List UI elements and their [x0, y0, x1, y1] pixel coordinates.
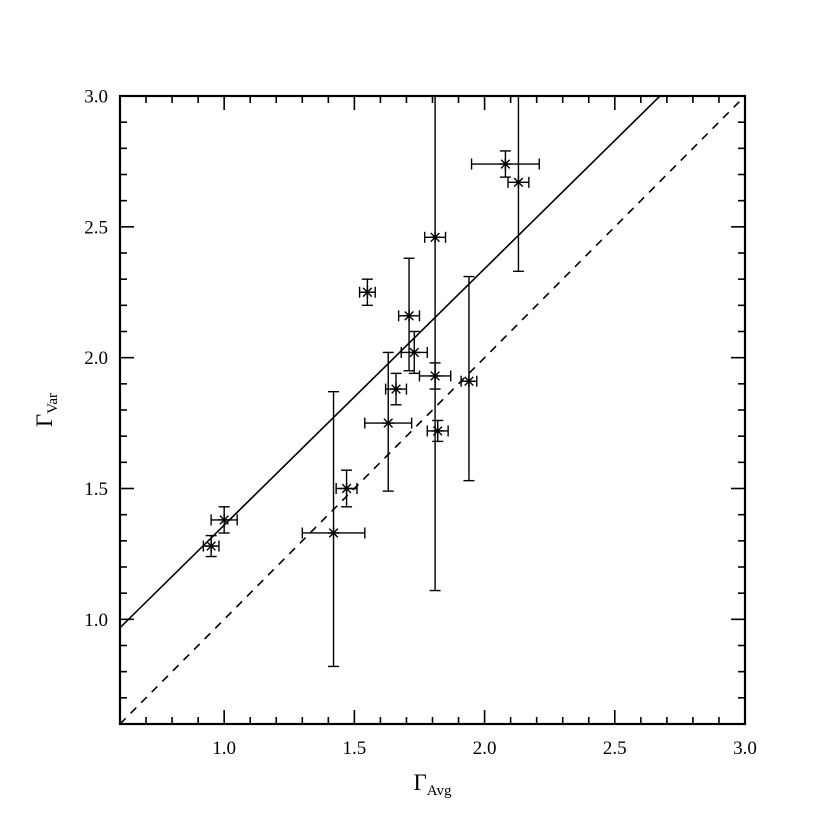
- x-tick-label: 1.5: [343, 738, 367, 759]
- y-axis-label: ΓVar: [32, 393, 61, 427]
- x-tick-label: 3.0: [733, 738, 757, 759]
- data-points: [202, 96, 540, 668]
- data-point: [364, 351, 413, 492]
- asterisk-marker: [390, 383, 403, 396]
- data-point: [397, 257, 421, 372]
- asterisk-marker: [431, 424, 444, 437]
- asterisk-marker: [512, 176, 525, 189]
- data-point: [335, 469, 358, 508]
- data-point: [470, 150, 540, 178]
- x-axis-label: ΓAvg: [413, 770, 452, 799]
- asterisk-marker: [327, 526, 340, 539]
- data-point: [507, 96, 530, 273]
- data-point: [418, 362, 452, 390]
- data-point: [202, 534, 220, 558]
- x-tick-label: 2.5: [603, 738, 627, 759]
- y-tick-label: 1.0: [84, 610, 108, 631]
- y-tick-label: 2.5: [84, 217, 108, 238]
- asterisk-marker: [382, 417, 395, 430]
- asterisk-marker: [429, 231, 442, 244]
- axis-ticks: [120, 96, 745, 724]
- asterisk-marker: [361, 286, 374, 299]
- asterisk-marker: [218, 513, 231, 526]
- reference-lines: [120, 96, 745, 724]
- data-point: [460, 275, 478, 482]
- asterisk-marker: [499, 158, 512, 171]
- one-to-one-line: [120, 96, 745, 724]
- data-point: [210, 506, 238, 534]
- asterisk-marker: [462, 375, 475, 388]
- plot-frame: [118, 94, 747, 726]
- data-point: [384, 372, 408, 406]
- data-point: [400, 330, 428, 375]
- tick-labels: 1.0 1.5 2.0 2.5 3.0 1.0 1.5 2.0 2.5 3.0: [84, 87, 757, 760]
- asterisk-marker: [403, 309, 416, 322]
- x-tick-label: 1.0: [212, 738, 236, 759]
- x-tick-label: 2.0: [473, 738, 497, 759]
- data-point: [423, 96, 447, 592]
- data-point: [426, 419, 449, 443]
- y-tick-label: 3.0: [84, 87, 108, 108]
- asterisk-marker: [408, 346, 421, 359]
- y-tick-label: 1.5: [84, 479, 108, 500]
- data-point: [358, 278, 376, 307]
- asterisk-marker: [205, 540, 218, 553]
- asterisk-marker: [340, 482, 353, 495]
- data-point: [301, 390, 366, 668]
- y-tick-label: 2.0: [84, 348, 108, 369]
- asterisk-marker: [429, 369, 442, 382]
